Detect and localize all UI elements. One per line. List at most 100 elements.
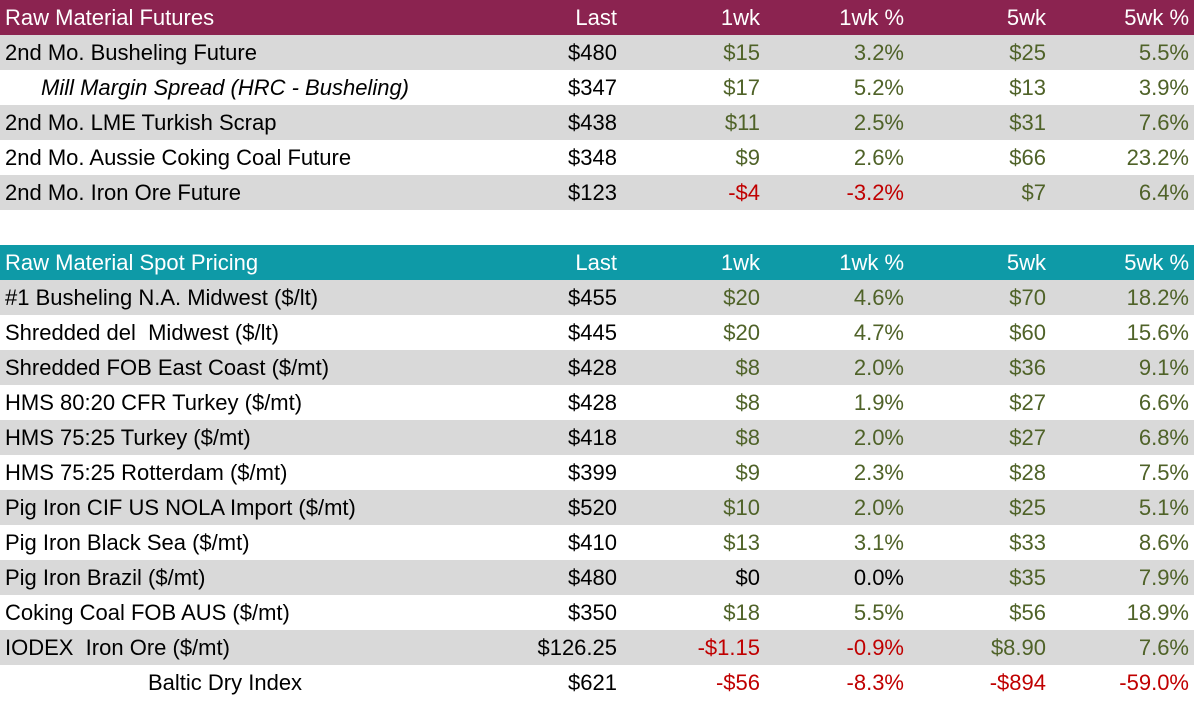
row-1wk: $17 xyxy=(723,75,760,100)
row-5wk-pct: 5.5% xyxy=(1138,40,1189,65)
table-row: 2nd Mo. LME Turkish Scrap $438 $11 2.5% … xyxy=(0,105,1194,140)
row-1wk: $10 xyxy=(723,495,760,520)
table-row: 2nd Mo. Aussie Coking Coal Future $348 $… xyxy=(0,140,1194,175)
col-5wk-header: 5wk xyxy=(1006,5,1046,30)
table-row: Baltic Dry Index $621 -$56 -8.3% -$894 -… xyxy=(0,665,1194,700)
row-name: IODEX Iron Ore ($/mt) xyxy=(5,635,230,660)
row-5wk: $27 xyxy=(1009,390,1046,415)
row-5wk-pct: 7.6% xyxy=(1138,110,1189,135)
row-5wk: $25 xyxy=(1009,40,1046,65)
row-5wk-pct: 6.6% xyxy=(1138,390,1189,415)
row-last: $348 xyxy=(568,145,617,170)
row-1wk-pct: 5.2% xyxy=(853,75,904,100)
row-name: Pig Iron Black Sea ($/mt) xyxy=(5,530,250,555)
row-5wk: $8.90 xyxy=(990,635,1046,660)
row-5wk: $31 xyxy=(1009,110,1046,135)
row-5wk: $25 xyxy=(1009,495,1046,520)
row-name: HMS 75:25 Turkey ($/mt) xyxy=(5,425,251,450)
row-5wk-pct: 18.2% xyxy=(1126,285,1189,310)
futures-title: Raw Material Futures xyxy=(5,5,215,30)
spot-title: Raw Material Spot Pricing xyxy=(5,250,259,275)
row-1wk-pct: 3.2% xyxy=(853,40,904,65)
row-5wk-pct: 8.6% xyxy=(1138,530,1189,555)
row-1wk-pct: 4.7% xyxy=(853,320,904,345)
row-last: $455 xyxy=(568,285,617,310)
row-5wk: $28 xyxy=(1009,460,1046,485)
row-5wk-pct: 6.8% xyxy=(1138,425,1189,450)
table-row: Shredded del Midwest ($/lt) $445 $20 4.7… xyxy=(0,315,1194,350)
row-1wk-pct: 5.5% xyxy=(853,600,904,625)
col-5wk-pct-header: 5wk % xyxy=(1124,250,1189,275)
col-5wk-header: 5wk xyxy=(1006,250,1046,275)
row-1wk: $13 xyxy=(723,530,760,555)
row-name: Pig Iron Brazil ($/mt) xyxy=(5,565,206,590)
row-1wk: -$1.15 xyxy=(697,635,760,660)
row-1wk: $8 xyxy=(735,355,760,380)
row-last: $418 xyxy=(568,425,617,450)
futures-header-row: Raw Material Futures Last 1wk 1wk % 5wk … xyxy=(0,0,1194,35)
col-1wk-header: 1wk xyxy=(720,250,760,275)
row-name: HMS 80:20 CFR Turkey ($/mt) xyxy=(5,390,303,415)
col-1wk-pct-header: 1wk % xyxy=(839,250,904,275)
row-name: 2nd Mo. Aussie Coking Coal Future xyxy=(5,145,352,170)
row-last: $350 xyxy=(568,600,617,625)
table-row: IODEX Iron Ore ($/mt) $126.25 -$1.15 -0.… xyxy=(0,630,1194,665)
row-name: #1 Busheling N.A. Midwest ($/lt) xyxy=(5,285,319,310)
row-1wk: $8 xyxy=(735,425,760,450)
table-row: Pig Iron Brazil ($/mt) $480 $0 0.0% $35 … xyxy=(0,560,1194,595)
row-5wk: $27 xyxy=(1009,425,1046,450)
row-1wk: $11 xyxy=(724,110,760,135)
row-5wk-pct: -59.0% xyxy=(1119,670,1189,695)
row-1wk-pct: 3.1% xyxy=(853,530,904,555)
row-5wk: -$894 xyxy=(989,670,1046,695)
row-1wk: -$4 xyxy=(728,180,760,205)
row-name: Shredded del Midwest ($/lt) xyxy=(5,320,279,345)
row-5wk-pct: 6.4% xyxy=(1138,180,1189,205)
row-last: $347 xyxy=(568,75,617,100)
row-5wk-pct: 23.2% xyxy=(1126,145,1189,170)
table-row: #1 Busheling N.A. Midwest ($/lt) $455 $2… xyxy=(0,280,1194,315)
row-5wk-pct: 7.6% xyxy=(1138,635,1189,660)
row-5wk-pct: 3.9% xyxy=(1138,75,1189,100)
table-row: Mill Margin Spread (HRC - Busheling) $34… xyxy=(0,70,1194,105)
table-row: Coking Coal FOB AUS ($/mt) $350 $18 5.5%… xyxy=(0,595,1194,630)
row-1wk: $0 xyxy=(735,565,760,590)
row-5wk-pct: 7.9% xyxy=(1138,565,1189,590)
row-name: Mill Margin Spread (HRC - Busheling) xyxy=(41,75,410,100)
row-1wk-pct: -0.9% xyxy=(846,635,904,660)
row-1wk-pct: 2.0% xyxy=(853,355,904,380)
section-spacer xyxy=(0,210,1194,245)
row-1wk: $18 xyxy=(723,600,760,625)
row-name: 2nd Mo. Iron Ore Future xyxy=(5,180,241,205)
row-1wk-pct: 2.0% xyxy=(853,425,904,450)
row-5wk: $13 xyxy=(1009,75,1046,100)
row-1wk-pct: 2.5% xyxy=(853,110,904,135)
row-1wk-pct: 0.0% xyxy=(853,565,904,590)
table-row: 2nd Mo. Iron Ore Future $123 -$4 -3.2% $… xyxy=(0,175,1194,210)
row-1wk: $8 xyxy=(735,390,760,415)
row-name: Coking Coal FOB AUS ($/mt) xyxy=(5,600,290,625)
row-name: Baltic Dry Index xyxy=(148,670,303,695)
table-row: Shredded FOB East Coast ($/mt) $428 $8 2… xyxy=(0,350,1194,385)
row-5wk-pct: 15.6% xyxy=(1126,320,1189,345)
row-5wk: $56 xyxy=(1009,600,1046,625)
row-5wk-pct: 18.9% xyxy=(1126,600,1189,625)
row-name: Shredded FOB East Coast ($/mt) xyxy=(5,355,330,380)
row-1wk-pct: 1.9% xyxy=(853,390,904,415)
row-1wk-pct: 4.6% xyxy=(853,285,904,310)
row-5wk-pct: 5.1% xyxy=(1138,495,1189,520)
row-last: $126.25 xyxy=(537,635,617,660)
row-1wk-pct: -3.2% xyxy=(846,180,904,205)
table-row: HMS 80:20 CFR Turkey ($/mt) $428 $8 1.9%… xyxy=(0,385,1194,420)
row-1wk-pct: 2.3% xyxy=(853,460,904,485)
col-5wk-pct-header: 5wk % xyxy=(1124,5,1189,30)
row-1wk: $9 xyxy=(735,460,760,485)
row-last: $428 xyxy=(568,355,617,380)
row-last: $621 xyxy=(568,670,617,695)
row-5wk: $66 xyxy=(1009,145,1046,170)
row-5wk: $70 xyxy=(1009,285,1046,310)
row-5wk: $7 xyxy=(1021,180,1046,205)
col-1wk-pct-header: 1wk % xyxy=(839,5,904,30)
row-name: 2nd Mo. LME Turkish Scrap xyxy=(5,110,277,135)
row-1wk: -$56 xyxy=(715,670,760,695)
